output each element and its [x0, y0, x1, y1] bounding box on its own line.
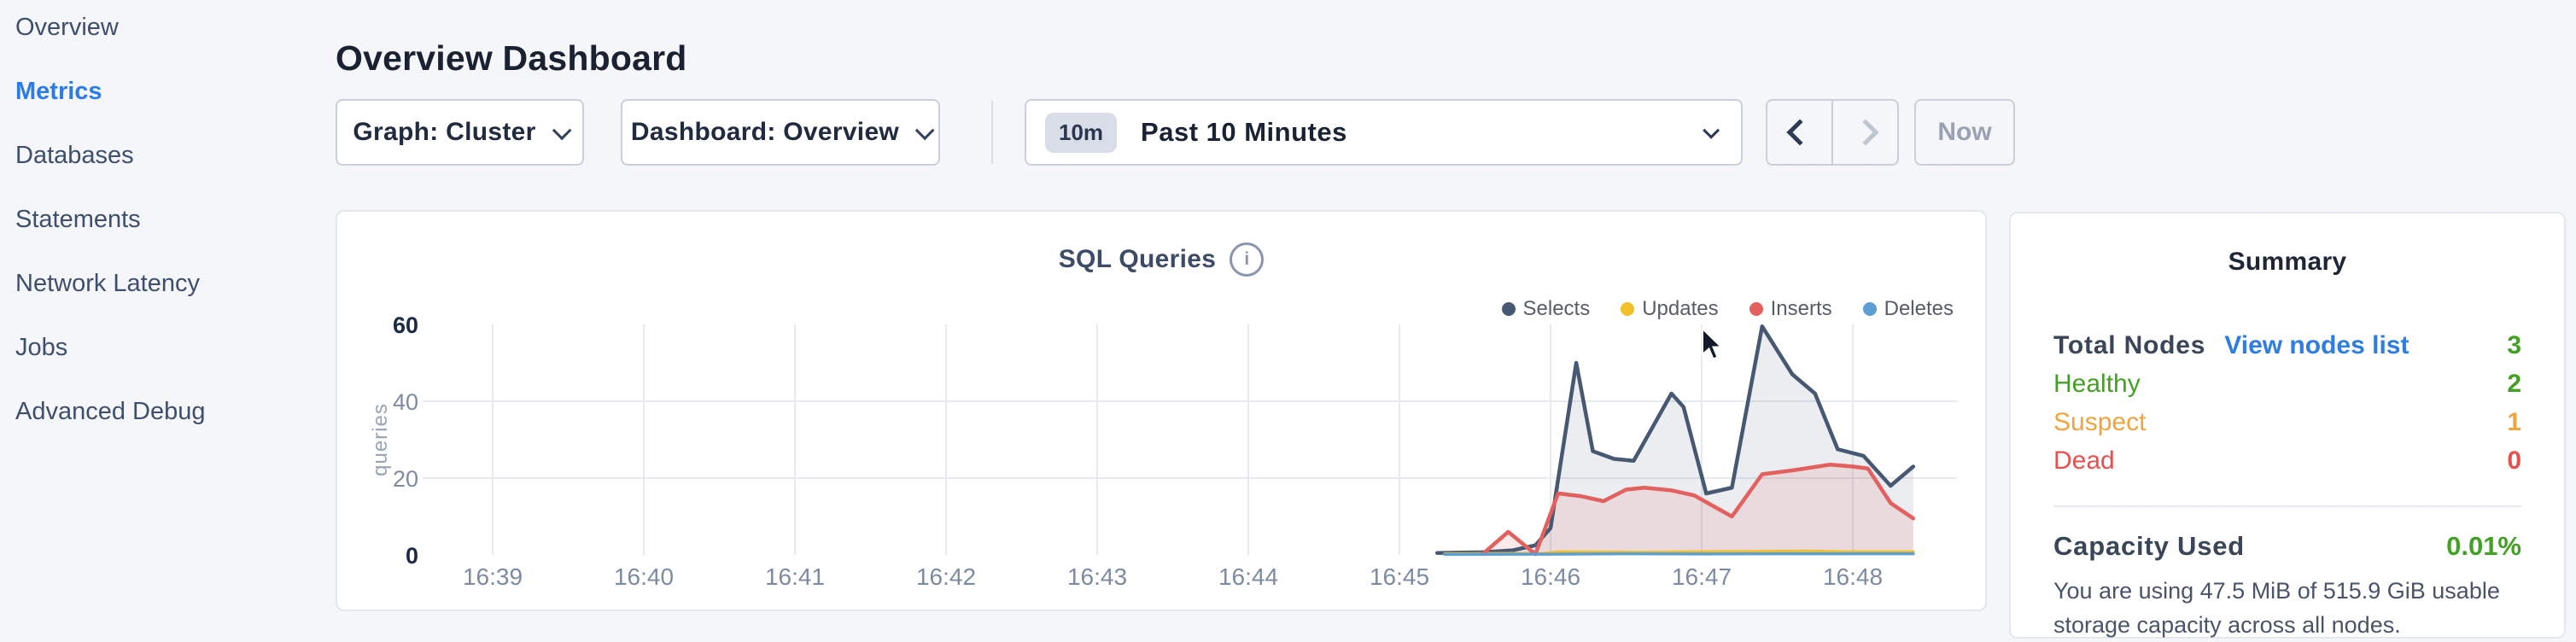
chevron-left-icon	[1785, 119, 1814, 146]
x-tick-label: 16:46	[1521, 563, 1580, 590]
dead-nodes-row: Dead 0	[2053, 441, 2521, 480]
y-tick-label: 20	[393, 466, 418, 492]
sql-queries-panel: SQL Queries i Selects Updates Inserts Delet…	[336, 210, 1987, 611]
x-tick-label: 16:48	[1823, 563, 1883, 590]
chart-title: SQL Queries	[1058, 245, 1217, 273]
healthy-label: Healthy	[2053, 369, 2141, 398]
now-button-label: Now	[1937, 118, 1992, 146]
chevron-down-icon	[1703, 121, 1720, 139]
selects-series-dot-icon	[1501, 302, 1516, 316]
time-range-arrows	[1766, 99, 1899, 166]
dashboard-label: Dashboard: Overview	[630, 118, 900, 146]
suspect-label: Suspect	[2053, 407, 2147, 436]
sidebar-item-databases[interactable]: Databases	[15, 142, 134, 169]
x-tick-label: 16:44	[1218, 563, 1278, 590]
y-tick-label: 0	[406, 543, 418, 569]
legend-item-selects[interactable]: Selects	[1501, 297, 1591, 321]
inserts-area	[1482, 464, 1913, 555]
sidebar-item-overview[interactable]: Overview	[15, 14, 119, 41]
x-tick-label: 16:42	[916, 563, 976, 590]
suspect-nodes-row: Suspect 1	[2053, 403, 2521, 441]
page-title: Overview Dashboard	[336, 38, 687, 79]
total-nodes-label: Total Nodes	[2053, 330, 2206, 359]
controls-divider	[991, 101, 993, 164]
sql-queries-chart[interactable]: 16:39 16:40 16:41 16:42 16:43 16:44 16:45 16:46…	[337, 212, 1989, 613]
updates-series-dot-icon	[1621, 302, 1635, 316]
sidebar-item-network-latency[interactable]: Network Latency	[15, 270, 200, 297]
y-tick-label: 60	[393, 312, 418, 338]
x-tick-label: 16:41	[765, 563, 825, 590]
chevron-down-icon	[914, 120, 935, 141]
legend-item-deletes[interactable]: Deletes	[1862, 297, 1954, 321]
legend-item-updates[interactable]: Updates	[1621, 297, 1719, 321]
sidebar-item-advanced-debug[interactable]: Advanced Debug	[15, 398, 206, 425]
next-range-button[interactable]	[1831, 101, 1897, 164]
chart-legend: Selects Updates Inserts Deletes	[1501, 297, 1954, 321]
summary-node-rows: Total Nodes View nodes list 3 Healthy 2 Su…	[2053, 326, 2521, 480]
x-tick-label: 16:47	[1672, 563, 1732, 590]
prev-range-button[interactable]	[1767, 101, 1831, 164]
sidebar-item-statements[interactable]: Statements	[15, 206, 141, 233]
graph-scope-dropdown[interactable]: Graph: Cluster	[336, 99, 584, 166]
total-nodes-row: Total Nodes View nodes list 3	[2053, 326, 2521, 365]
y-tick-label: 40	[393, 389, 418, 415]
deletes-line	[1443, 552, 1915, 557]
sidebar: Overview Metrics Databases Statements Networ…	[0, 0, 307, 623]
x-tick-label: 16:40	[614, 563, 674, 590]
sidebar-item-metrics[interactable]: Metrics	[15, 78, 102, 105]
info-icon[interactable]: i	[1230, 242, 1265, 277]
summary-title: Summary	[2228, 248, 2347, 276]
deletes-series-dot-icon	[1862, 302, 1877, 316]
legend-label: Updates	[1642, 297, 1719, 320]
summary-panel: Summary Total Nodes View nodes list 3 He…	[2009, 212, 2566, 639]
graph-scope-label: Graph: Cluster	[353, 118, 536, 146]
now-button[interactable]: Now	[1914, 99, 2015, 166]
view-nodes-list-link[interactable]: View nodes list	[2224, 330, 2410, 359]
capacity-row: Capacity Used 0.01%	[2053, 531, 2521, 562]
capacity-description: You are using 47.5 MiB of 515.9 GiB usab…	[2053, 578, 2500, 638]
healthy-value: 2	[2507, 369, 2521, 398]
healthy-nodes-row: Healthy 2	[2053, 365, 2521, 403]
dead-value: 0	[2507, 446, 2521, 475]
total-nodes-value: 3	[2507, 330, 2521, 359]
capacity-used-value: 0.01%	[2446, 531, 2521, 561]
legend-label: Inserts	[1770, 297, 1832, 320]
capacity-used-label: Capacity Used	[2053, 531, 2246, 561]
mouse-cursor	[1702, 328, 1724, 360]
time-range-select[interactable]: 10m Past 10 Minutes	[1025, 99, 1743, 166]
chevron-down-icon	[552, 120, 572, 141]
suspect-value: 1	[2507, 407, 2521, 436]
inserts-series-dot-icon	[1749, 302, 1763, 316]
legend-label: Selects	[1522, 297, 1591, 320]
inserts-line	[1481, 463, 1916, 557]
legend-item-inserts[interactable]: Inserts	[1749, 297, 1832, 321]
x-tick-label: 16:39	[463, 563, 523, 590]
dashboard-dropdown[interactable]: Dashboard: Overview	[621, 99, 940, 166]
sidebar-item-jobs[interactable]: Jobs	[15, 334, 68, 361]
legend-label: Deletes	[1884, 297, 1954, 320]
x-tick-label: 16:45	[1370, 563, 1429, 590]
summary-divider	[2053, 505, 2521, 507]
y-axis-label: queries	[369, 403, 392, 476]
chevron-right-icon	[1851, 119, 1879, 146]
chart-title-row: SQL Queries i	[337, 242, 1985, 277]
dead-label: Dead	[2053, 446, 2115, 475]
time-range-badge: 10m	[1045, 112, 1118, 153]
time-range-label: Past 10 Minutes	[1141, 117, 1347, 147]
x-tick-label: 16:43	[1067, 563, 1127, 590]
